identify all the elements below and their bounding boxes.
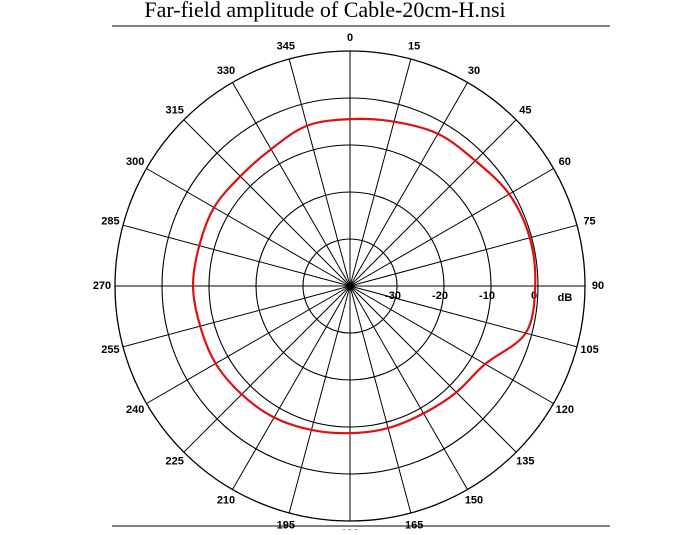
angle-label: 150 [465, 495, 483, 507]
spoke [288, 285, 351, 514]
angle-label: 45 [519, 105, 531, 117]
pattern-line [191, 117, 537, 435]
angle-label: 210 [217, 495, 235, 507]
angle-label: 345 [277, 40, 295, 52]
angle-label: 195 [277, 519, 295, 530]
spoke [232, 285, 351, 490]
angle-label: 225 [165, 455, 183, 467]
spoke [349, 224, 578, 287]
angle-label: 120 [556, 404, 574, 416]
chart-title: Far-field amplitude of Cable-20cm-H.nsi [144, 0, 505, 22]
angle-label: 315 [165, 105, 183, 117]
angle-label: 270 [93, 280, 111, 292]
spoke [349, 119, 517, 287]
spoke [349, 82, 468, 287]
spoke [146, 168, 351, 287]
center-dot [347, 283, 353, 289]
spoke [349, 285, 412, 514]
spoke [349, 285, 468, 490]
spoke [349, 285, 517, 453]
angle-label: 30 [468, 65, 480, 77]
spoke [122, 224, 351, 287]
spoke [122, 285, 351, 348]
angle-label: 330 [217, 65, 235, 77]
spoke [349, 285, 554, 404]
r-tick-label: -10 [479, 290, 495, 302]
angle-label: 105 [580, 344, 598, 356]
angle-label: 75 [583, 216, 595, 228]
r-tick-label: -20 [432, 290, 448, 302]
spoke [288, 58, 351, 287]
angle-label: 0 [347, 32, 353, 44]
spoke [349, 168, 554, 287]
spoke [183, 285, 351, 453]
spoke [232, 82, 351, 287]
r-unit: dB [558, 292, 573, 304]
spoke [349, 285, 578, 348]
angle-label: 255 [101, 344, 119, 356]
angle-label: 15 [408, 40, 420, 52]
spoke [146, 285, 351, 404]
angle-label: 240 [126, 404, 144, 416]
angle-label: 60 [559, 156, 571, 168]
angle-label: 165 [405, 519, 423, 530]
angle-label: 135 [516, 455, 534, 467]
angle-label: 285 [101, 216, 119, 228]
spoke [349, 58, 412, 287]
angle-label: 300 [126, 156, 144, 168]
spoke [183, 119, 351, 287]
angle-label: 90 [592, 280, 604, 292]
